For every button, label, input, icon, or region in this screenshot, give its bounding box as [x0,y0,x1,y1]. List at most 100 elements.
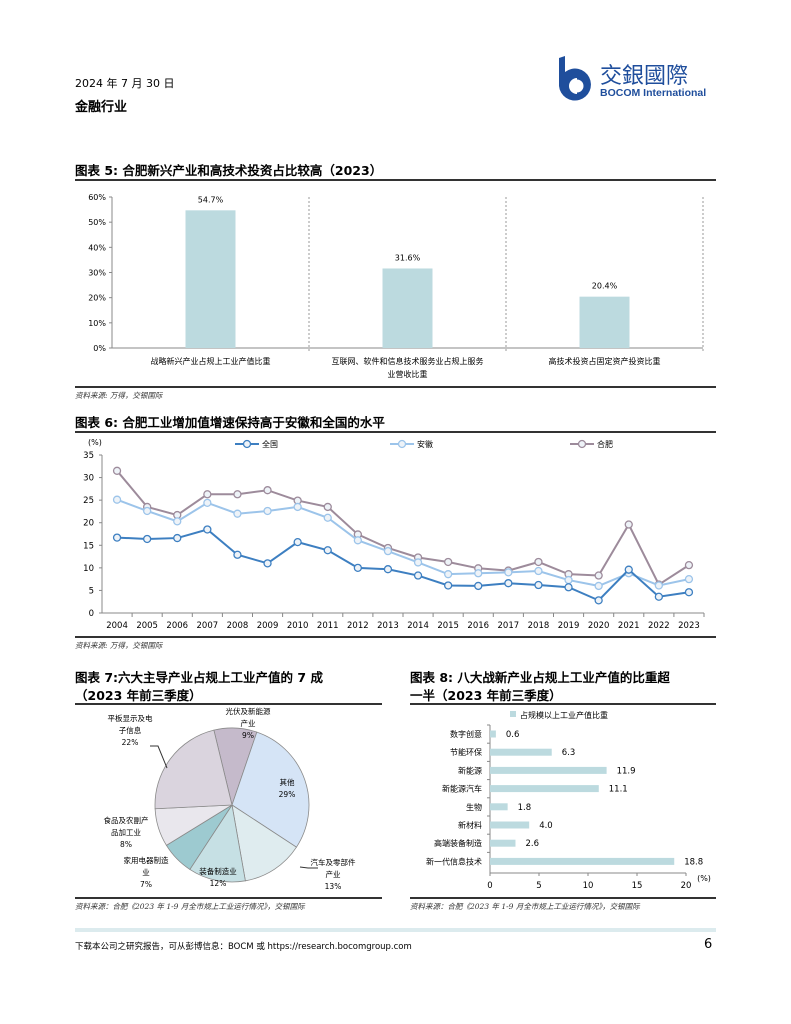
data-point [323,502,332,512]
fig8-source: 资料来源：合肥《2023 年 1-9 月全市规上工业运行情况》，交银国际 [410,902,640,911]
y-tick-label: 50% [88,218,106,227]
fig6-source: 资料来源: 万得，交银国际 [75,641,163,650]
bar-0 [185,210,236,348]
pie-label-line: 家用电器制造 [123,856,169,865]
data-label: 2.6 [525,839,539,849]
pie-label: 汽车及零部件 产业 13% [311,857,356,893]
fig8-chart: 占规模以上工业产值比重 0 5 10 15 20 (%) 数字创意 0.6 节能环保 6.3 新能源 1… [426,710,711,891]
data-label: 54.7% [198,195,224,204]
y-tick-label: 5 [89,586,94,596]
data-label: 18.8 [684,857,703,867]
page-number: 6 [704,937,713,952]
x-tick-label: 2018 [528,621,550,631]
pie-label-line: 9% [242,731,254,740]
data-point [112,533,122,542]
data-point [564,575,573,585]
pie-slice-2 [231,804,297,882]
fig6-chart: (%) 0 5 10 15 20 25 30 35 2004 2005 2006 2007 2008 200… [83,438,705,631]
pie-label: 平板显示及电 子信息 22% [108,713,153,749]
logo-en-text: BOCOM International [600,87,707,99]
category-label: 新能源 [458,765,482,775]
category-label: 生物 [466,802,482,812]
data-point [534,557,543,567]
legend-label: 占规模以上工业产值比重 [520,710,608,720]
data-point [684,574,694,584]
y-tick-label: 35 [83,451,94,461]
fig7-title-line1: 图表 7:六大主导产业占规上工业产值的 7 成 [75,670,323,685]
data-point [534,580,543,590]
bar-7 [490,857,675,865]
category-label: 互联网、软件和信息技术服务业占规上服务 [332,356,484,366]
y-tick-label: 20 [83,519,94,529]
data-point [413,571,423,580]
data-point [233,490,242,499]
data-label: 11.1 [609,785,628,795]
x-tick-label: 10 [583,881,594,891]
pie-label-line: 其他 [279,778,295,787]
pie-label-line: 8% [120,840,132,849]
data-point [142,534,152,544]
pie-label-line: 平板显示及电 [107,714,153,723]
fig7-title-line2: （2023 年前三季度） [75,688,202,703]
category-label: 业营收比重 [388,369,428,379]
fig5-chart: 0% 10% 20% 30% 40% 50% 60% 54.7% 战略新兴产业占规上工业产值比重… [88,193,704,379]
y-tick-label: 0% [93,344,106,353]
series-line-合肥 [116,470,690,587]
x-tick-label: 2021 [618,621,640,631]
pie-label-line: 装备制造业 [199,867,237,876]
x-tick-label: 2006 [166,621,188,631]
bar-2 [579,296,630,348]
category-label: 战略新兴产业占规上工业产值比重 [151,356,271,366]
x-tick-label: 0 [487,881,492,891]
pie-label: 家用电器制造业 7% [124,855,169,891]
y-tick-label: 30 [83,474,94,484]
report-date: 2024 年 7 月 30 日 [75,77,175,90]
pie-label-line: 13% [324,882,342,891]
x-tick-label: 20 [681,881,692,891]
pie-slice-1 [231,731,310,848]
data-point [624,520,633,529]
data-point [323,546,332,555]
data-point [263,506,272,516]
y-tick-label: 30% [88,269,106,278]
data-point [413,558,423,567]
pie-label: 食品及农副产 品加工业 8% [104,815,149,851]
data-point [353,563,363,573]
fig5-top-rule [75,179,716,181]
data-point [474,581,483,591]
data-point [233,509,242,518]
y-tick-label: 10 [83,564,94,574]
data-label: 6.3 [562,748,576,758]
x-tick-label: 2012 [347,621,369,631]
y-tick-label: 15 [83,541,94,551]
pie-label: 其他 29% [279,777,296,801]
pie-label-line: 子信息 [118,726,142,735]
logo-mark-icon [559,56,591,101]
x-tick-label: 2023 [678,621,700,631]
data-point [142,506,152,516]
footer-rule [75,928,716,932]
bar-2 [490,766,607,774]
x-tick-label: 2013 [377,621,399,631]
category-label: 新材料 [458,820,482,830]
leader-line [150,745,168,769]
pie-label-line: 食品及农副产 [103,816,149,825]
data-label: 0.6 [506,730,520,740]
category-label: 节能环保 [450,747,482,757]
data-point [293,502,302,512]
data-point [203,490,212,499]
y-tick-label: 40% [88,243,106,252]
data-point [504,579,513,588]
data-label: 31.6% [395,253,421,262]
legend-marker [397,439,407,449]
fig5-title: 图表 5: 合肥新兴产业和高技术投资占比较高（2023） [75,163,383,178]
bar-5 [490,821,530,829]
category-label: 高技术投资占固定资产投资比重 [549,356,661,366]
data-label: 4.0 [539,821,553,831]
legend-label: 安徽 [417,439,433,449]
data-point [504,568,513,577]
bar-3 [490,785,599,793]
data-point [203,525,212,534]
series-line-全国 [117,528,690,602]
data-point [263,486,272,495]
